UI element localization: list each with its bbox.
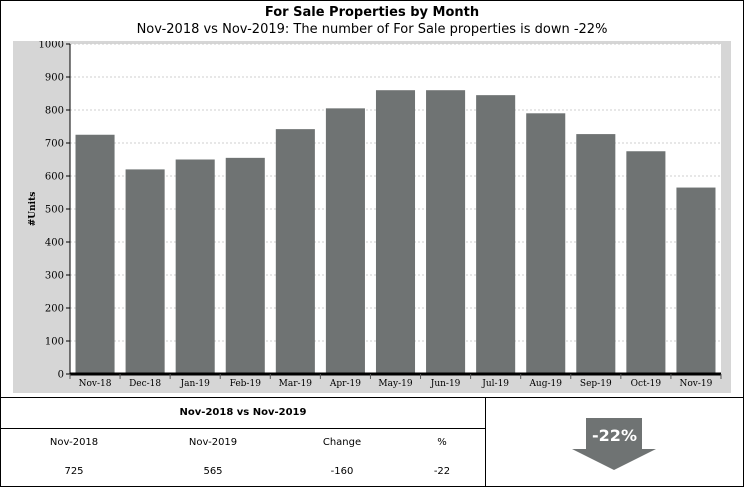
bar-mar-19 (275, 129, 315, 374)
table-value-nov-2018: 725 (64, 466, 84, 477)
bar-jul-19 (476, 95, 516, 375)
change-indicator: -22% (486, 398, 743, 487)
bar-jan-19 (175, 159, 215, 374)
bar-oct-19 (626, 151, 666, 374)
comparison-table: Nov-2018 vs Nov-2019 Nov-2018 Nov-2019 C… (1, 398, 486, 487)
y-tick-label: 700 (45, 139, 64, 150)
y-tick-label: 0 (58, 370, 64, 381)
y-tick-label: 400 (45, 238, 64, 249)
down-arrow-icon (572, 418, 656, 470)
x-tick-label: Oct-19 (631, 379, 662, 389)
y-tick-label: 100 (45, 337, 64, 348)
comparison-table-title: Nov-2018 vs Nov-2019 (179, 407, 307, 418)
bar-jun-19 (426, 90, 466, 374)
chart-title: For Sale Properties by Month (264, 5, 480, 20)
bar-may-19 (375, 90, 416, 374)
table-divider (1, 428, 485, 429)
x-tick-label: Jun-19 (430, 379, 461, 389)
x-tick-label: Mar-19 (279, 379, 313, 389)
x-tick-label: Jan-19 (180, 379, 211, 389)
x-tick-label: Dec-18 (129, 379, 161, 389)
table-value-percent: -22 (433, 466, 451, 477)
y-tick-label: 200 (45, 304, 64, 315)
chart-subtitle: Nov-2018 vs Nov-2019: The number of For … (136, 22, 608, 37)
table-header-change: Change (322, 437, 362, 448)
y-tick-label: 800 (45, 106, 64, 117)
y-tick-label: 1000 (39, 41, 64, 51)
bar-dec-18 (125, 169, 165, 374)
bar-nov-19 (676, 187, 716, 374)
table-header-nov-2018: Nov-2018 (49, 437, 99, 448)
x-tick-label: Apr-19 (329, 379, 361, 389)
y-tick-label: 600 (45, 172, 64, 183)
bar-chart: 0 100 200 300 400 500 600 700 800 900 1000 #Units No… (28, 40, 722, 389)
x-tick-label: Aug-19 (528, 379, 562, 389)
bar-feb-19 (225, 157, 265, 374)
bar-apr-19 (325, 108, 365, 374)
bar-nov-18 (75, 134, 115, 374)
x-tick-label: Sep-19 (580, 379, 612, 389)
table-header-percent: % (437, 437, 447, 448)
x-tick-label: May-19 (378, 379, 412, 389)
summary-section: Nov-2018 vs Nov-2019 Nov-2018 Nov-2019 C… (1, 397, 743, 488)
x-tick-label: Jul-19 (481, 379, 509, 389)
y-tick-label: 300 (45, 271, 64, 282)
table-value-change: -160 (330, 466, 354, 477)
table-value-nov-2019: 565 (203, 466, 223, 477)
change-badge: -22% (592, 426, 637, 445)
bar-aug-19 (526, 113, 566, 375)
x-tick-label: Feb-19 (230, 379, 262, 389)
bar-sep-19 (576, 134, 616, 374)
table-header-nov-2019: Nov-2019 (188, 437, 238, 448)
x-tick-label: Nov-18 (79, 379, 112, 389)
chart-area: 0 100 200 300 400 500 600 700 800 900 1000 #Units No… (13, 40, 731, 393)
x-tick-label: Nov-19 (680, 379, 713, 389)
y-tick-label: 500 (45, 205, 64, 216)
y-axis-title: #Units (28, 192, 38, 227)
y-tick-label: 900 (45, 73, 64, 84)
